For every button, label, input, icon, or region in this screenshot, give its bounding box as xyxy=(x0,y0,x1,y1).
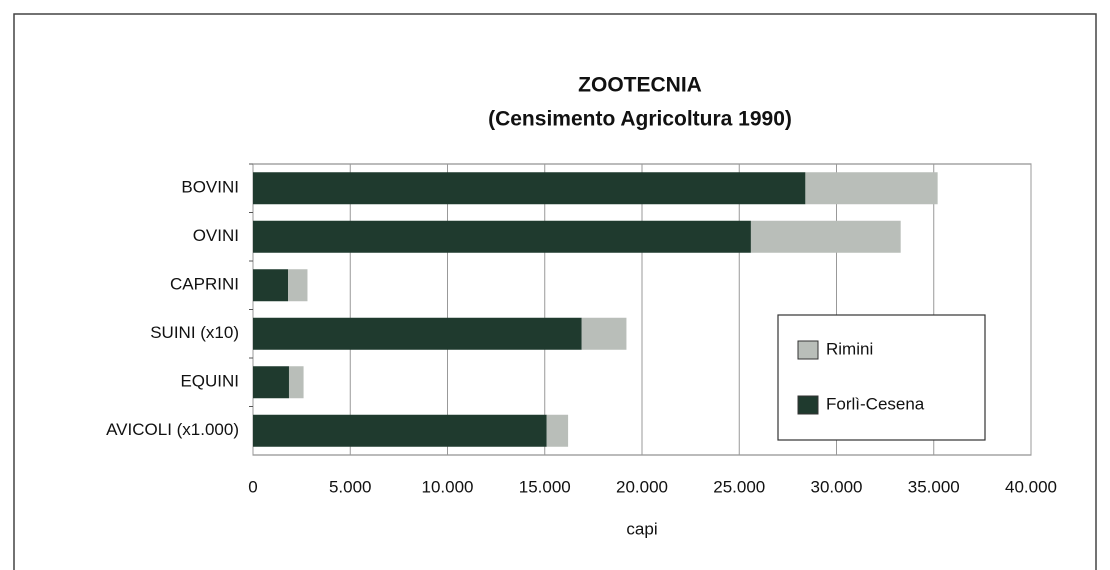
y-tick-label: EQUINI xyxy=(180,372,239,391)
x-tick-label: 15.000 xyxy=(519,477,571,496)
bar-segment xyxy=(805,172,938,205)
bar-segment xyxy=(288,366,304,399)
y-tick-label: CAPRINI xyxy=(170,275,239,294)
x-tick-label: 20.000 xyxy=(616,477,668,496)
bar-segment xyxy=(750,220,901,253)
x-tick-label: 10.000 xyxy=(422,477,474,496)
bar-segment xyxy=(253,317,582,350)
y-tick-label: AVICOLI (x1.000) xyxy=(106,420,239,439)
x-tick-label: 25.000 xyxy=(713,477,765,496)
legend-label: Rimini xyxy=(826,339,873,358)
x-tick-label: 35.000 xyxy=(908,477,960,496)
y-tick-label: BOVINI xyxy=(181,178,239,197)
x-tick-label: 0 xyxy=(248,477,257,496)
chart-subtitle: (Censimento Agricoltura 1990) xyxy=(488,108,792,131)
bar-segment xyxy=(253,269,289,302)
bar-segment xyxy=(253,220,751,253)
legend-swatch xyxy=(797,395,819,415)
bar-segment xyxy=(253,366,289,399)
bar-segment xyxy=(253,414,547,447)
x-tick-label: 30.000 xyxy=(811,477,863,496)
x-axis-label: capi xyxy=(626,519,657,538)
y-tick-label: SUINI (x10) xyxy=(150,323,239,342)
frame xyxy=(13,13,1097,570)
bar-segment xyxy=(253,172,806,205)
legend-box xyxy=(777,314,986,441)
legend-swatch xyxy=(797,340,819,360)
bar-segment xyxy=(581,317,627,350)
bar-segment xyxy=(288,269,308,302)
legend-label: Forlì-Cesena xyxy=(826,394,925,413)
y-tick-label: OVINI xyxy=(193,226,239,245)
bar-segment xyxy=(546,414,569,447)
chart-title: ZOOTECNIA xyxy=(578,74,702,97)
x-tick-label: 40.000 xyxy=(1005,477,1057,496)
x-tick-label: 5.000 xyxy=(329,477,372,496)
